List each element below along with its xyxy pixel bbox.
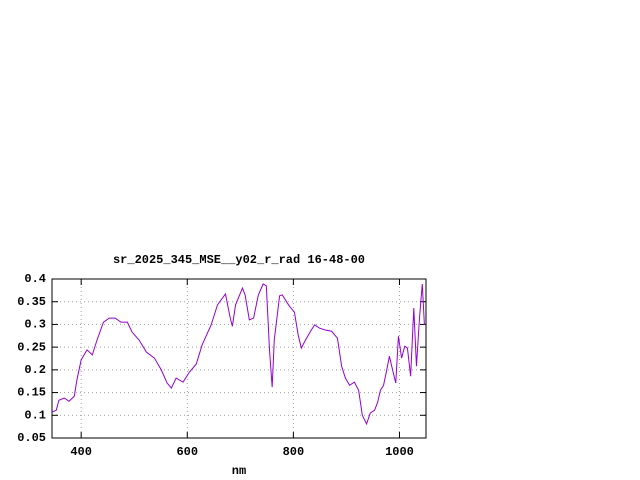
y-tick-label: 0.4 (24, 272, 46, 286)
x-axis-label: nm (232, 464, 246, 478)
data-line (51, 283, 425, 426)
y-tick-label: 0.2 (24, 363, 46, 377)
plot-border (51, 278, 427, 439)
y-tick-label: 0.3 (24, 318, 46, 332)
chart-title: sr_2025_345_MSE__y02_r_rad 16-48-00 (113, 253, 365, 267)
x-tick-label: 1000 (385, 445, 414, 459)
y-tick-label: 0.05 (17, 431, 46, 445)
y-tick-label: 0.35 (17, 295, 46, 309)
y-tick-label: 0.25 (17, 340, 46, 354)
y-tick-label: 0.15 (17, 386, 46, 400)
x-tick-label: 400 (70, 445, 92, 459)
x-tick-label: 800 (283, 445, 305, 459)
y-tick-label: 0.1 (24, 408, 46, 422)
x-tick-label: 600 (176, 445, 198, 459)
